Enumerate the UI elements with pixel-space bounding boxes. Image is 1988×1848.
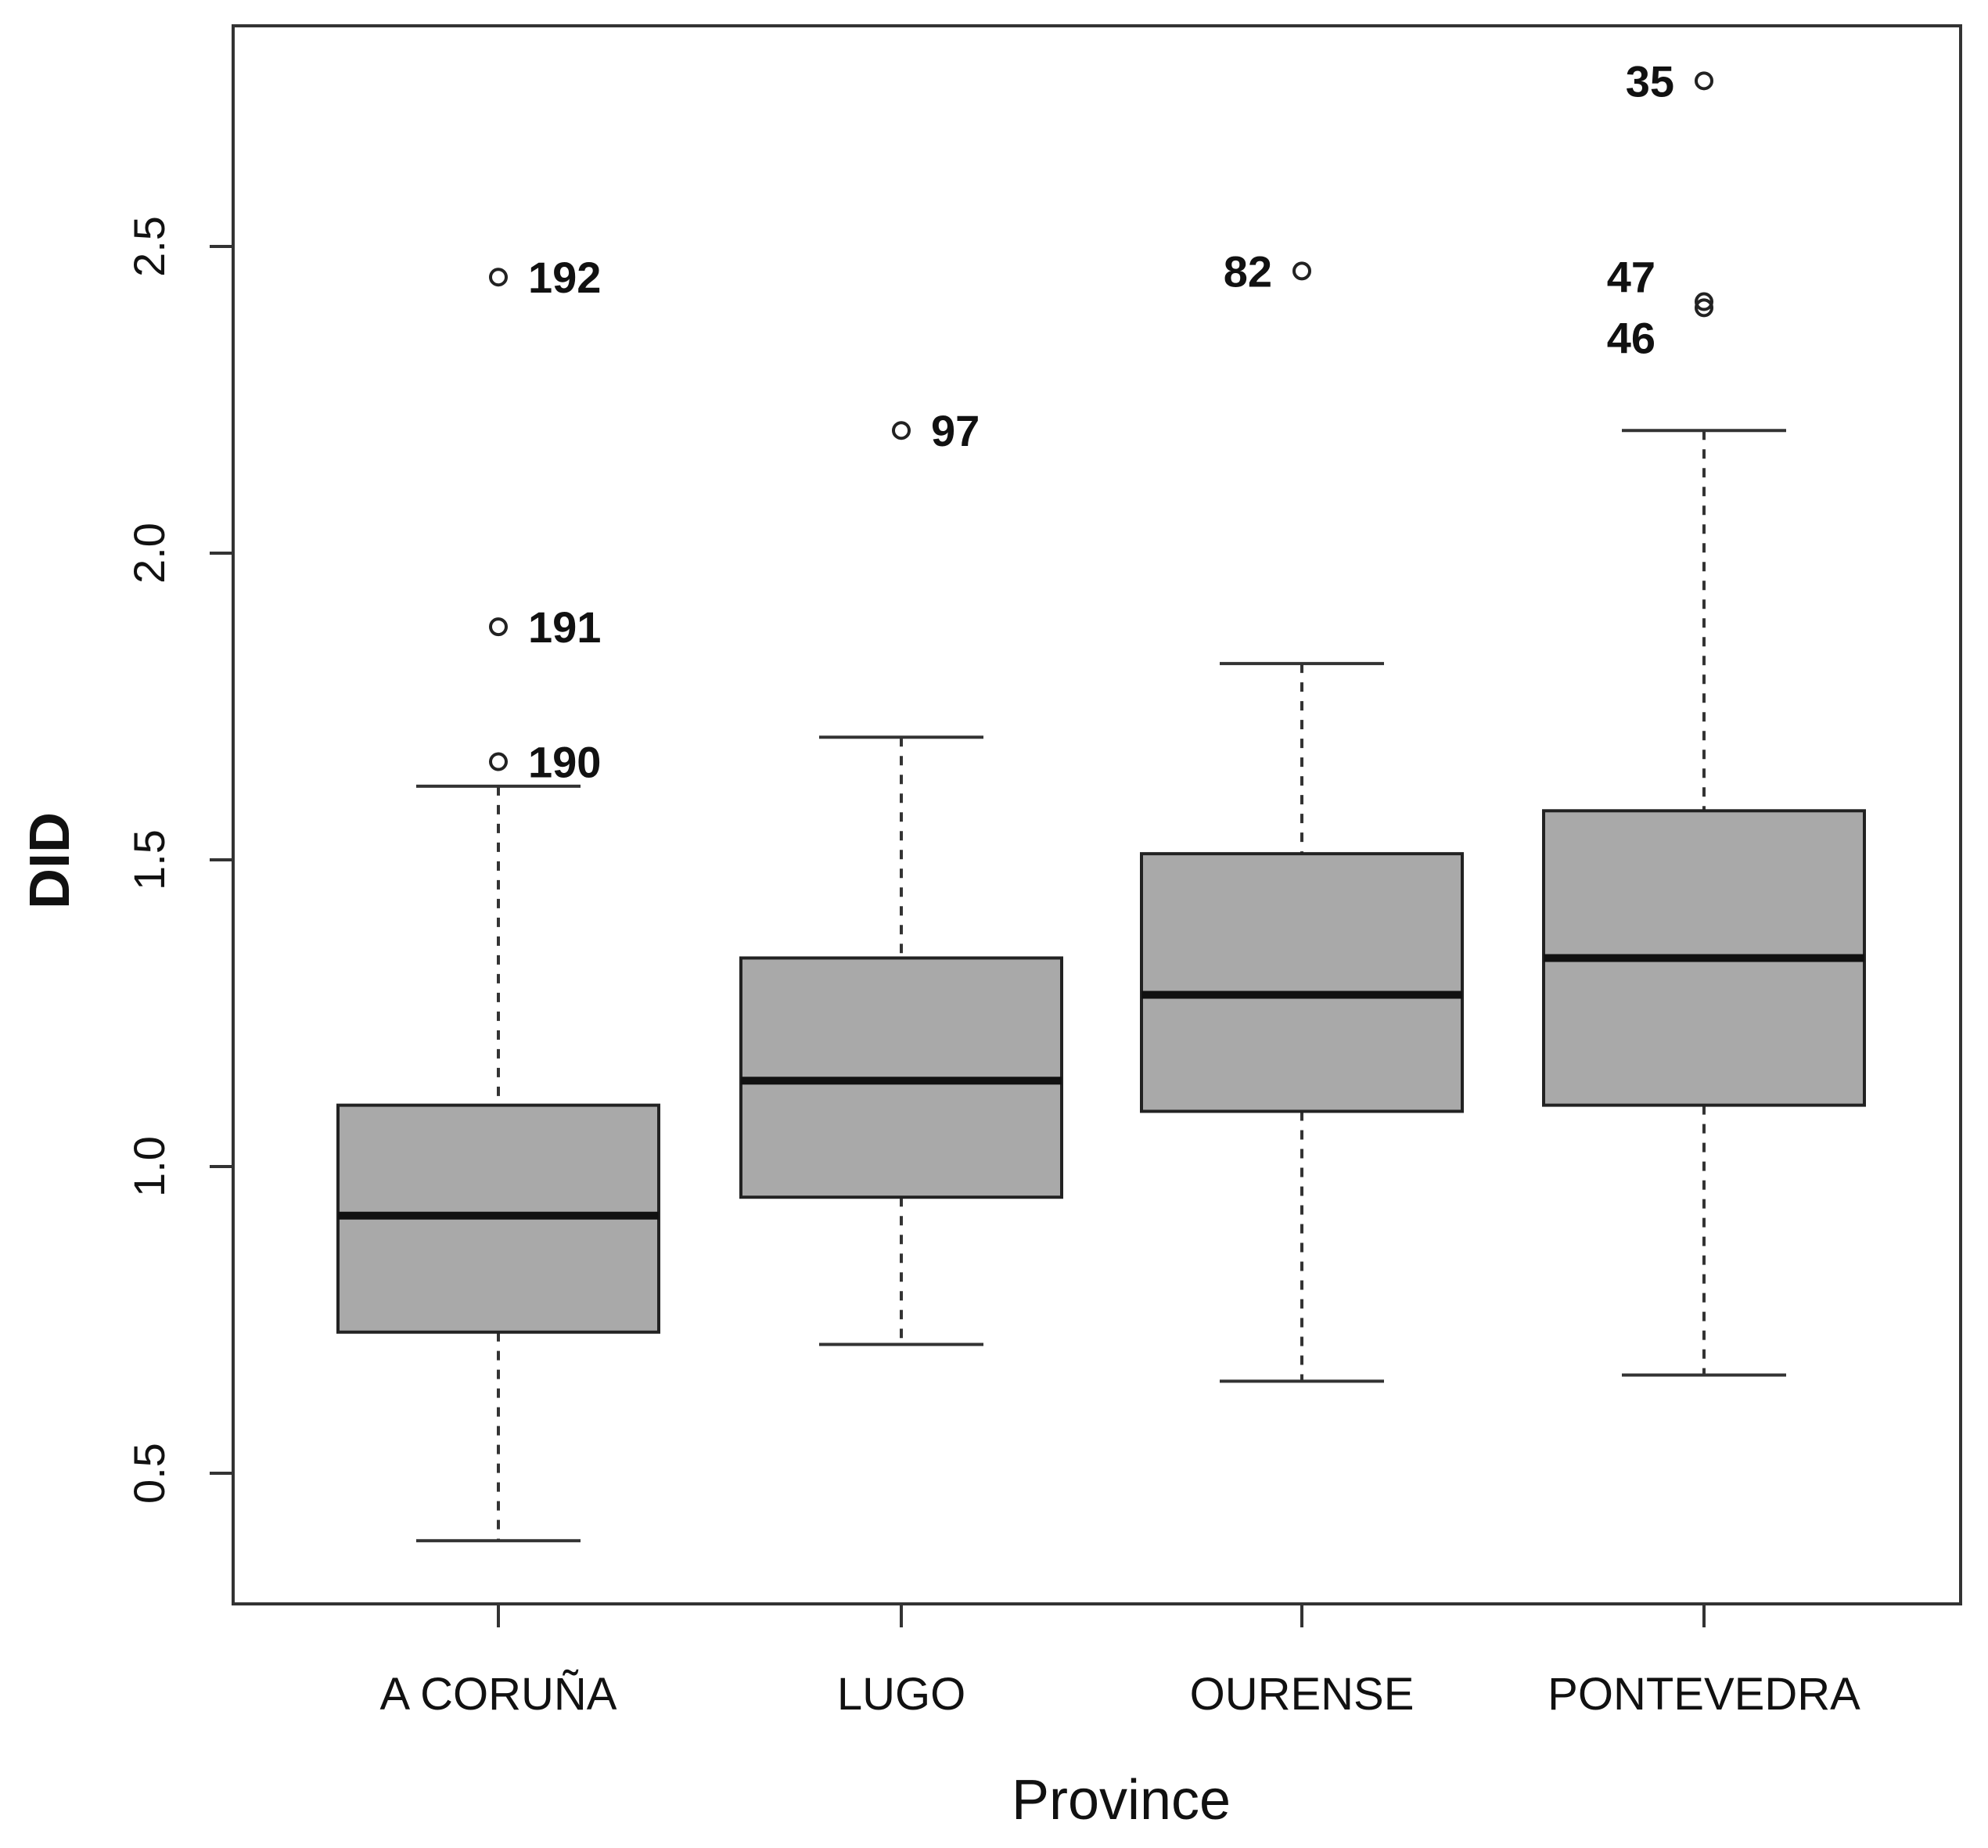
x-tick-label: LUGO [837, 1669, 965, 1720]
outlier-label: 192 [528, 253, 601, 302]
x-tick-label: OURENSE [1190, 1669, 1415, 1720]
outlier-label: 190 [528, 738, 601, 787]
outlier-point [489, 268, 508, 287]
boxes [336, 429, 1866, 1543]
outlier-label: 191 [528, 602, 601, 652]
y-tick-label: 2.0 [124, 523, 174, 584]
outlier-label: 82 [1224, 246, 1272, 296]
plot-frame [232, 24, 1962, 1605]
outlier-point [1695, 292, 1713, 311]
axis-ticks: 0.5 1.0 1.5 2.0 2.5 A CORUÑA LUGO OURENSE PONTEV… [124, 216, 1860, 1720]
outlier-label: 47 [1607, 253, 1655, 302]
x-tick-label: PONTEVEDRA [1548, 1669, 1860, 1720]
x-tick-label: A CORUÑA [380, 1669, 617, 1720]
outlier-point [1695, 71, 1713, 91]
outlier-point [1695, 298, 1713, 318]
outlier-point [489, 752, 508, 771]
outlier-point [489, 617, 508, 637]
y-axis-label: DID [19, 812, 81, 909]
outlier-label: 46 [1607, 313, 1655, 362]
outliers: 192 191 190 97 82 35 47 46 [489, 56, 1713, 787]
outlier-point [892, 421, 911, 440]
outlier-label: 35 [1626, 56, 1674, 106]
iqr-box [1140, 852, 1464, 1113]
y-tick-label: 1.0 [124, 1136, 174, 1197]
outlier-label: 97 [931, 406, 980, 455]
y-tick-label: 1.5 [124, 829, 174, 890]
outlier-point [1292, 261, 1311, 281]
x-axis-label: Province [1012, 1769, 1231, 1832]
y-tick-label: 2.5 [124, 216, 174, 277]
y-tick-label: 0.5 [124, 1443, 174, 1504]
